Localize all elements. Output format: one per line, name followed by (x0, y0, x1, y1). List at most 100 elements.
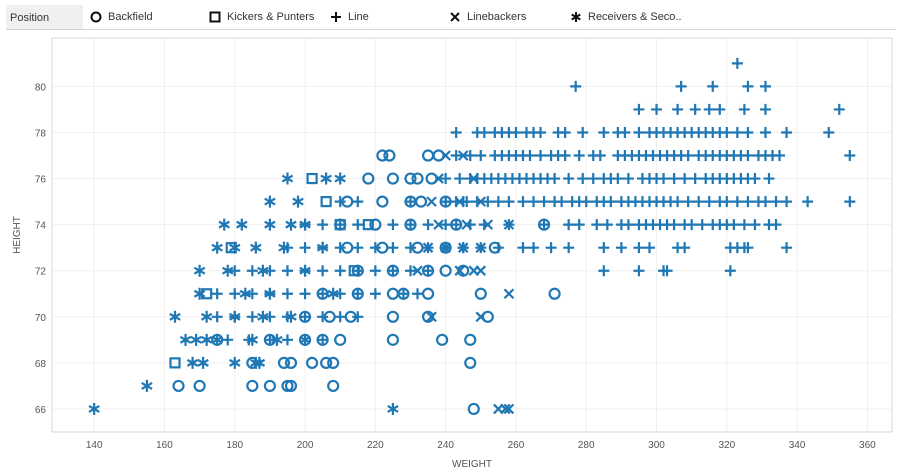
point-plus (612, 173, 624, 185)
point-plus (404, 219, 416, 231)
point-circle (284, 379, 298, 393)
point-plus (464, 150, 476, 162)
point-cross (503, 219, 515, 230)
point-asterisk (387, 402, 399, 415)
point-asterisk (211, 241, 223, 254)
point-plus (559, 126, 571, 138)
point-plus (211, 311, 223, 323)
point-square (320, 195, 332, 208)
point-plus (823, 126, 835, 138)
x-tick-label: 240 (437, 440, 454, 451)
point-plus (633, 242, 645, 254)
point-plus (587, 173, 599, 185)
point-plus (622, 219, 634, 231)
y-tick-label: 66 (35, 405, 47, 416)
point-circle (411, 172, 424, 185)
point-circle (376, 195, 389, 208)
point-plus (535, 150, 547, 162)
point-plus (352, 242, 364, 254)
point-cross (503, 403, 515, 415)
point-plus (559, 150, 571, 162)
point-plus (352, 196, 364, 208)
x-tick-label: 200 (297, 440, 314, 451)
point-cross (426, 311, 437, 323)
x-tick-label: 180 (226, 440, 243, 451)
point-asterisk (88, 402, 100, 415)
point-asterisk (253, 356, 266, 369)
point-asterisk (246, 333, 259, 346)
point-plus (573, 150, 585, 162)
point-plus (724, 265, 736, 277)
point-asterisk (200, 310, 213, 323)
plot-area (51, 37, 893, 433)
point-plus (317, 288, 329, 300)
point-cross (440, 242, 451, 253)
point-asterisk (320, 172, 332, 185)
legend-label: Receivers & Seco.. (588, 11, 682, 23)
point-asterisk (334, 172, 346, 185)
point-plus (334, 219, 346, 231)
legend-item-kickers[interactable]: Kickers & Punters (209, 5, 314, 29)
point-plus (570, 80, 582, 92)
legend-label: Backfield (108, 11, 153, 23)
point-plus (450, 126, 462, 138)
point-cross (500, 403, 511, 415)
point-plus (352, 219, 364, 231)
point-asterisk (271, 333, 283, 346)
point-plus (682, 196, 694, 208)
point-circle (404, 172, 417, 185)
point-plus (369, 288, 381, 300)
point-asterisk (250, 241, 262, 254)
x-tick-label: 220 (367, 440, 384, 451)
point-plus (615, 242, 627, 254)
y-tick-label: 70 (35, 313, 47, 324)
point-plus (731, 57, 743, 69)
y-tick-label: 78 (35, 128, 47, 139)
point-asterisk (278, 241, 290, 254)
point-plus (482, 196, 494, 208)
point-plus (404, 196, 416, 208)
point-plus (703, 103, 715, 115)
point-plus (633, 103, 645, 115)
point-asterisk (264, 195, 276, 208)
point-plus (577, 173, 589, 185)
point-plus (703, 196, 715, 208)
point-plus (577, 126, 589, 138)
legend-item-linebackers[interactable]: Linebackers (449, 5, 526, 29)
point-circle (425, 172, 438, 185)
point-circle (334, 333, 347, 346)
point-plus (264, 311, 276, 323)
point-plus (598, 126, 610, 138)
point-plus (749, 219, 761, 231)
legend-item-receivers[interactable]: Receivers & Seco.. (570, 5, 682, 29)
point-cross (475, 196, 487, 207)
x-axis-label: WEIGHT (452, 459, 492, 470)
point-cross (454, 196, 465, 207)
point-asterisk (285, 218, 297, 231)
point-plus (675, 80, 687, 92)
point-plus (598, 242, 610, 254)
point-asterisk (141, 379, 153, 392)
point-plus (696, 219, 708, 231)
point-plus (728, 219, 740, 231)
legend-item-line[interactable]: Line (330, 5, 369, 29)
point-plus (759, 80, 771, 92)
point-plus (601, 219, 613, 231)
y-tick-label: 72 (35, 267, 47, 278)
point-plus (334, 288, 346, 300)
point-cross (454, 265, 465, 276)
point-plus (556, 196, 568, 208)
y-tick-label: 80 (35, 82, 47, 93)
point-plus (538, 219, 550, 231)
legend-label: Kickers & Punters (227, 11, 315, 23)
point-plus (246, 311, 258, 323)
point-plus (404, 265, 416, 277)
point-plus (299, 288, 311, 300)
legend-title: Position (6, 5, 83, 29)
point-cross (475, 265, 487, 276)
point-plus (643, 242, 655, 254)
legend-item-backfield[interactable]: Backfield (90, 5, 153, 29)
point-plus (742, 196, 754, 208)
cross-icon (450, 12, 460, 22)
